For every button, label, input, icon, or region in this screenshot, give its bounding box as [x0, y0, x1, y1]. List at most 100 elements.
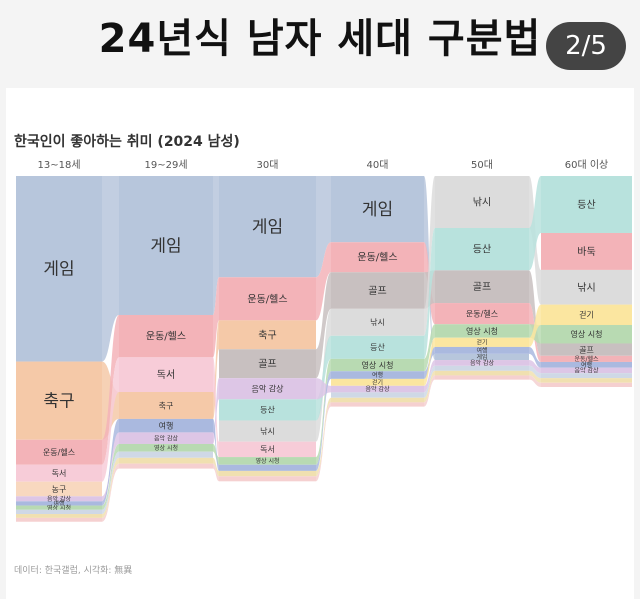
block-영상-시청-1 [119, 443, 213, 452]
flow-영상-시청-2 [316, 358, 331, 465]
label-음악-감상-1: 음악 감상 [154, 434, 178, 442]
block-운동-헬스-1 [119, 314, 213, 358]
flow-기타2-4 [529, 370, 541, 383]
block-기타1-3 [331, 392, 424, 398]
block-게임-4 [435, 353, 529, 361]
block-걷기-4 [435, 337, 529, 347]
flow-기타3-2 [316, 402, 331, 482]
label-게임-1: 게임 [150, 236, 181, 256]
label-영상-시청-2: 영상 시청 [256, 457, 280, 465]
block-농구-0 [16, 481, 102, 497]
flow-기타1-3 [424, 365, 435, 398]
block-음악-감상-1 [119, 432, 213, 444]
block-낚시-3 [331, 308, 424, 336]
block-여행-2 [219, 464, 316, 471]
label-골프-5: 골프 [579, 345, 594, 354]
flow-게임-1 [213, 176, 219, 315]
block-영상-시청-5 [541, 324, 632, 344]
block-운동-헬스-2 [219, 277, 316, 321]
block-걷기-3 [331, 378, 424, 386]
label-골프-3: 골프 [368, 285, 386, 297]
flow-운동-헬스-2 [316, 242, 331, 321]
flow-등산-2 [316, 335, 331, 421]
label-걷기-3: 걷기 [372, 378, 383, 386]
block-여행-4 [435, 346, 529, 354]
flow-게임-0 [102, 176, 119, 362]
block-음악-감상-5 [541, 367, 632, 374]
flow-걷기-4 [529, 304, 541, 347]
block-낚시-5 [541, 269, 632, 305]
flow-기타3-1 [213, 463, 219, 482]
group-header-0: 13~18세 [37, 159, 80, 171]
label-낚시-4: 낚시 [473, 196, 491, 208]
label-영상-시청-3: 영상 시청 [362, 360, 394, 370]
label-게임-0: 게임 [43, 260, 74, 280]
flow-영상-시청-3 [424, 324, 435, 372]
label-골프-4: 골프 [473, 281, 491, 293]
label-여행-3: 여행 [372, 371, 383, 379]
block-음악-감상-2 [219, 378, 316, 400]
group-header-3: 40대 [367, 159, 389, 171]
block-운동-헬스-5 [541, 355, 632, 362]
flow-기타1-4 [529, 365, 541, 379]
block-등산-2 [219, 399, 316, 421]
flow-낚시-3 [424, 176, 435, 336]
label-농구-0: 농구 [52, 485, 67, 494]
flow-기타2-0 [102, 457, 119, 518]
chart-title: 한국인이 좋아하는 취미 (2024 남성) [14, 134, 240, 150]
block-기타2-5 [541, 378, 632, 383]
block-영상-시청-4 [435, 324, 529, 338]
flow-여행-0 [102, 418, 119, 506]
flow-기타3-3 [424, 375, 435, 407]
block-영상-시청-2 [219, 457, 316, 465]
label-낚시-2: 낚시 [260, 427, 275, 436]
label-운동-헬스-5: 운동/헬스 [574, 355, 599, 363]
label-등산-4: 등산 [473, 244, 491, 256]
label-낚시-5: 낚시 [577, 282, 595, 294]
group-header-2: 30대 [257, 159, 279, 171]
block-낚시-4 [435, 176, 529, 228]
flow-게임-2 [316, 176, 331, 278]
flow-여행-2 [316, 371, 331, 471]
block-골프-4 [435, 270, 529, 304]
flow-독서-0 [102, 357, 119, 482]
block-기타3-0 [16, 517, 102, 522]
flow-기타3-0 [102, 463, 119, 522]
block-기타3-3 [331, 402, 424, 407]
flow-운동-헬스-1 [213, 277, 219, 358]
label-게임-3: 게임 [362, 200, 393, 220]
label-영상-시청-0: 영상 시청 [47, 504, 71, 512]
label-골프-2: 골프 [258, 358, 276, 370]
flow-기타1-0 [102, 451, 119, 515]
block-축구-0 [16, 361, 102, 440]
block-독서-2 [219, 441, 316, 458]
group-header-1: 19~29세 [144, 159, 187, 171]
label-여행-4: 여행 [476, 347, 487, 355]
label-운동-헬스-2: 운동/헬스 [247, 293, 287, 305]
label-등산-3: 등산 [370, 342, 385, 352]
label-영상-시청-4: 영상 시청 [466, 326, 498, 336]
label-독서-2: 독서 [260, 445, 275, 454]
block-기타1-4 [435, 365, 529, 371]
label-독서-0: 독서 [52, 469, 67, 478]
block-걷기-5 [541, 304, 632, 325]
block-운동-헬스-3 [331, 242, 424, 273]
flow-layer [102, 176, 541, 522]
block-음악-감상-3 [331, 385, 424, 393]
headline: 24년식 남자 세대 구분법 [98, 16, 542, 62]
label-등산-2: 등산 [260, 405, 275, 415]
block-영상-시청-3 [331, 358, 424, 372]
label-독서-1: 독서 [157, 369, 175, 381]
block-기타2-3 [331, 397, 424, 403]
block-독서-1 [119, 357, 213, 392]
flow-음악-감상-2 [316, 378, 331, 400]
block-게임-0 [16, 176, 102, 362]
label-게임-4: 게임 [476, 353, 487, 361]
label-바둑-5: 바둑 [577, 246, 595, 258]
label-게임-2: 게임 [252, 218, 283, 238]
flow-음악-감상-3 [424, 360, 435, 393]
block-여행-0 [16, 501, 102, 506]
flow-영상-시청-1 [213, 443, 219, 465]
flow-음악-감상-4 [529, 360, 541, 374]
page-counter-badge[interactable]: 2/5 [546, 22, 626, 70]
